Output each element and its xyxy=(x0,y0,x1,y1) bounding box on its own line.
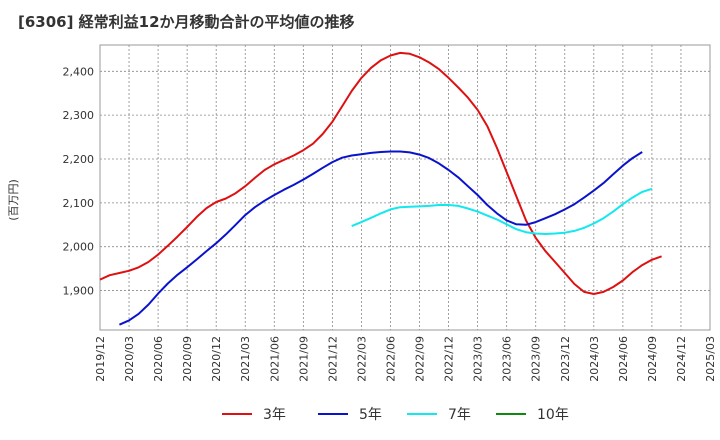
plot-area xyxy=(99,44,711,331)
x-axis: 2019/12 2020/03 2020/06 2020/09 2020/12 2021/… xyxy=(94,336,717,382)
legend-label: 7年 xyxy=(448,407,471,423)
chart-title: [6306] 経常利益12か月移動合計の平均値の推移 xyxy=(18,13,355,31)
x-tick-label: 2024/03 xyxy=(588,336,601,382)
x-tick-label: 2021/09 xyxy=(297,336,310,382)
legend-label: 5年 xyxy=(359,407,382,423)
y-tick-label: 2,300 xyxy=(63,109,95,122)
y-tick-label: 1,900 xyxy=(63,285,95,298)
series-line-7年 xyxy=(351,187,653,235)
x-tick-label: 2022/09 xyxy=(414,336,427,382)
series-line-5年 xyxy=(118,150,643,326)
y-tick-label: 2,400 xyxy=(63,65,95,78)
y-tick-label: 2,000 xyxy=(63,241,95,254)
y-tick-label: 2,200 xyxy=(63,153,95,166)
x-tick-label: 2020/06 xyxy=(152,336,165,382)
x-tick-label: 2020/09 xyxy=(181,336,194,382)
x-tick-label: 2022/12 xyxy=(443,336,456,382)
x-tick-label: 2021/03 xyxy=(239,336,252,382)
series-line-3年 xyxy=(99,51,662,295)
x-tick-label: 2019/12 xyxy=(94,336,107,382)
x-tick-label: 2024/12 xyxy=(675,336,688,382)
x-tick-label: 2023/09 xyxy=(530,336,543,382)
legend-label: 3年 xyxy=(263,407,286,423)
x-tick-label: 2023/12 xyxy=(559,336,572,382)
x-tick-label: 2020/03 xyxy=(123,336,136,382)
y-axis-label: (百万円) xyxy=(7,179,20,221)
x-tick-label: 2025/03 xyxy=(704,336,717,382)
x-tick-label: 2022/03 xyxy=(355,336,368,382)
series-lines xyxy=(99,51,662,326)
x-tick-label: 2021/06 xyxy=(268,336,281,382)
x-tick-label: 2021/12 xyxy=(326,336,339,382)
x-tick-label: 2023/06 xyxy=(501,336,514,382)
x-tick-label: 2020/12 xyxy=(210,336,223,382)
y-axis: 1,900 2,000 2,100 2,200 2,300 2,400 xyxy=(63,65,95,297)
legend: 3年 5年 7年 10年 xyxy=(222,407,569,423)
legend-label: 10年 xyxy=(537,407,569,423)
x-tick-label: 2022/06 xyxy=(384,336,397,382)
x-tick-label: 2024/06 xyxy=(617,336,630,382)
y-tick-label: 2,100 xyxy=(63,197,95,210)
x-tick-label: 2023/03 xyxy=(472,336,485,382)
gridlines xyxy=(99,45,711,330)
x-tick-label: 2024/09 xyxy=(646,336,659,382)
